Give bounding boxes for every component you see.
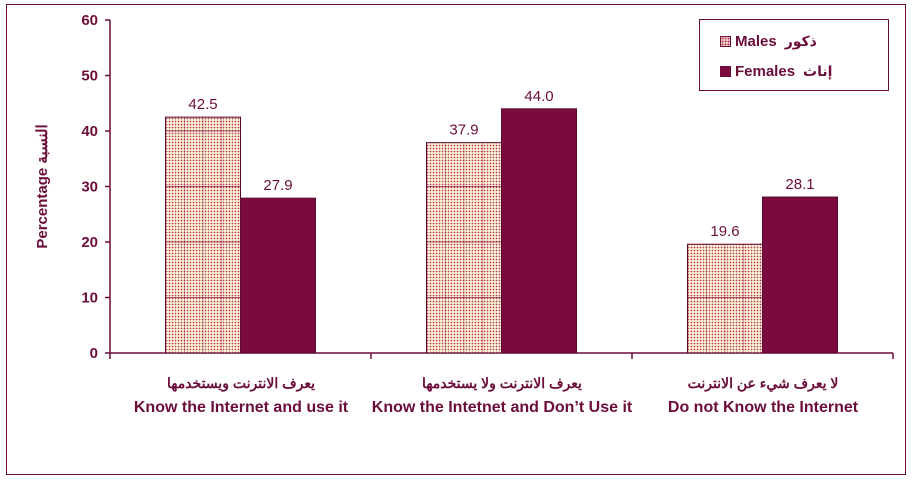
y-tick-label: 20: [81, 234, 98, 251]
category-label-1: يعرف الانترنت ويستخدمها Know the Interne…: [106, 374, 376, 420]
males-value-label-1: 42.5: [188, 96, 217, 113]
females-bar-3: [762, 196, 838, 354]
category-label-1-english: Know the Internet and use it: [133, 399, 349, 416]
category-label-3: لا يعرف شيء عن الانترنت Do not Know the …: [628, 374, 898, 420]
legend-label-females: Females: [735, 63, 796, 80]
y-tick-label: 10: [81, 290, 98, 307]
chart-frame: [6, 4, 906, 475]
females-value-label-1: 27.9: [263, 177, 292, 194]
females-swatch: [720, 66, 731, 77]
category-label-2: يعرف الانترنت ولا يستخدمها Know the Inte…: [367, 374, 637, 420]
females-bar-1: [240, 197, 316, 354]
legend-item-females: Females إناث: [720, 63, 832, 80]
legend-label-females-arabic: إناث: [803, 63, 833, 80]
y-tick-label: 60: [81, 12, 98, 29]
males-value-label-2: 37.9: [449, 122, 478, 139]
legend: Males ذكور Females إناث: [699, 19, 889, 91]
females-bar-2: [501, 108, 577, 354]
category-label-3-english: Do not Know the Internet: [667, 399, 859, 416]
y-axis-title: Percentage النسبة: [34, 124, 51, 248]
category-label-1-arabic: يعرف الانترنت ويستخدمها: [166, 375, 315, 391]
legend-item-males: Males ذكور: [720, 33, 817, 50]
category-label-2-english: Know the Intetnet and Don’t Use it: [371, 399, 633, 416]
y-tick-label: 50: [81, 68, 98, 85]
males-swatch: [720, 36, 731, 47]
females-value-label-2: 44.0: [524, 88, 553, 105]
legend-label-males: Males: [735, 33, 777, 50]
females-value-label-3: 28.1: [785, 176, 814, 193]
males-value-label-3: 19.6: [710, 223, 739, 240]
y-tick-label: 0: [90, 345, 98, 362]
legend-label-males-arabic: ذكور: [784, 33, 817, 50]
category-label-2-arabic: يعرف الانترنت ولا يستخدمها: [422, 375, 582, 391]
category-label-3-arabic: لا يعرف شيء عن الانترنت: [687, 375, 839, 391]
y-tick-label: 30: [81, 179, 98, 196]
y-tick-label: 40: [81, 123, 98, 140]
